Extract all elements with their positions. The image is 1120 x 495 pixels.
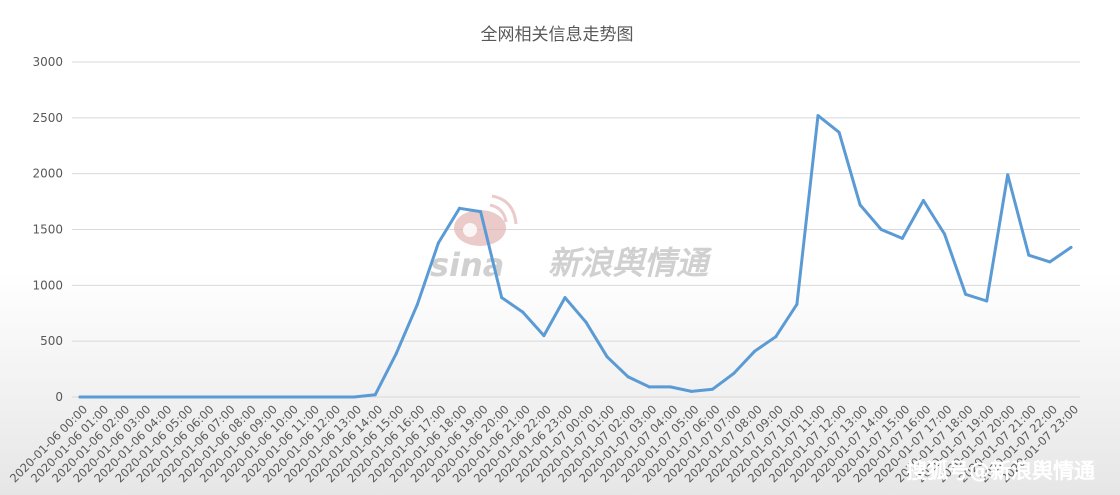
data-point (289, 395, 293, 399)
y-tick-label: 0 (55, 390, 63, 404)
data-point (352, 395, 356, 399)
watermark-text: 新浪舆情通 (548, 244, 713, 282)
data-point (795, 302, 799, 306)
data-point (162, 395, 166, 399)
data-point (816, 114, 820, 118)
data-point (120, 395, 124, 399)
data-point (689, 389, 693, 393)
data-point (500, 296, 504, 300)
data-point (415, 302, 419, 306)
data-point (226, 395, 230, 399)
data-point (458, 206, 462, 210)
y-tick-label: 1000 (32, 278, 63, 292)
chart-title: 全网相关信息走势图 (481, 25, 634, 45)
data-point (837, 130, 841, 134)
data-point (78, 395, 82, 399)
data-point (521, 310, 525, 314)
data-point (1006, 173, 1010, 177)
data-point (732, 372, 736, 376)
data-point (247, 395, 251, 399)
y-tick-label: 3000 (32, 55, 63, 69)
data-point (563, 296, 567, 300)
data-point (394, 351, 398, 355)
data-point (626, 375, 630, 379)
data-point (753, 349, 757, 353)
data-point (964, 292, 968, 296)
data-point (711, 387, 715, 391)
data-point (436, 241, 440, 245)
data-point (310, 395, 314, 399)
series-line (78, 114, 1073, 399)
data-point (141, 395, 145, 399)
data-point (1027, 253, 1031, 257)
y-tick-label: 2500 (32, 111, 63, 125)
data-point (879, 228, 883, 231)
data-point (373, 393, 377, 397)
data-point (542, 334, 546, 338)
data-point (205, 395, 209, 399)
data-point (668, 385, 672, 389)
data-point (858, 203, 862, 207)
source-credit: 搜狐号@新浪舆情通 (906, 459, 1095, 483)
sina-eye-logo-icon (454, 194, 518, 246)
data-point (479, 210, 483, 214)
data-point (268, 395, 272, 399)
data-point (985, 299, 989, 303)
y-tick-label: 500 (40, 334, 63, 348)
data-point (1069, 245, 1073, 249)
y-tick-label: 1500 (32, 223, 63, 237)
grid-lines (72, 61, 1080, 398)
data-point (1048, 260, 1052, 264)
y-axis-ticks: 0 500 1000 1500 2000 2500 3000 (32, 55, 63, 404)
data-point (921, 198, 925, 202)
data-point (774, 335, 778, 339)
data-point (183, 395, 187, 399)
data-point (99, 395, 103, 399)
y-tick-label: 2000 (32, 167, 63, 181)
data-point (331, 395, 335, 399)
data-point (584, 320, 588, 324)
data-point (647, 385, 651, 389)
data-point (605, 355, 609, 359)
data-point (900, 236, 904, 240)
data-point (942, 232, 946, 236)
sina-watermark: sina 新浪舆情通 (430, 194, 713, 284)
